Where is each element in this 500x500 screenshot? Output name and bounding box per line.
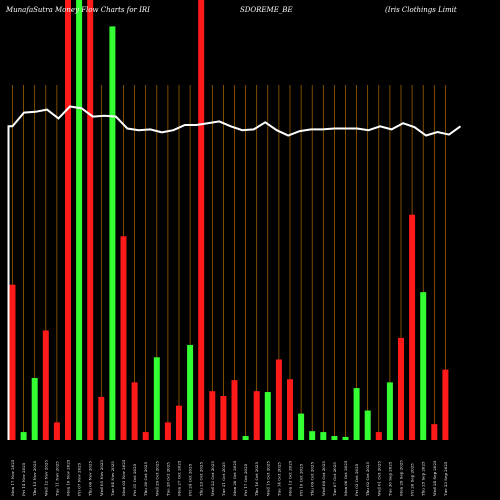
date-label: Tue 07 Oct 2025 xyxy=(332,462,337,496)
bar-down xyxy=(231,380,238,440)
bar-down xyxy=(142,432,149,440)
date-label: Fri 31 Oct 2025 xyxy=(132,463,137,496)
chart-title-left: MunafaSutra Money Flow Charts for IRI xyxy=(5,6,150,14)
bar-down xyxy=(9,284,16,440)
bar-down xyxy=(131,382,138,440)
bar-up xyxy=(109,26,116,441)
date-label: Thu 02 Oct 2025 xyxy=(365,462,370,496)
date-labels: Mon 17 Nov 2025 Fri 14 Nov 2025 Thu 13 Nov… xyxy=(10,459,448,496)
bar-up xyxy=(364,410,371,440)
date-label: Thu 23 Oct 2025 xyxy=(199,462,204,496)
bar-down xyxy=(220,396,227,440)
date-label: Tue 14 Oct 2025 xyxy=(276,462,281,496)
date-label: Wed 01 Oct 2025 xyxy=(376,461,381,496)
chart-title-center: SDOREME_BE xyxy=(240,6,293,14)
bar-up xyxy=(76,0,83,440)
date-label: Fri 24 Oct 2025 xyxy=(188,463,193,496)
date-label: Fri 10 Oct 2025 xyxy=(299,463,304,496)
date-label: Wed 24 Sep 2025 xyxy=(432,460,437,496)
bar-up xyxy=(320,432,327,440)
bar-down xyxy=(209,391,216,440)
date-label: Tue 23 Sep 2025 xyxy=(443,461,448,496)
bar-up xyxy=(20,432,27,440)
date-label: Wed 29 Oct 2025 xyxy=(154,461,159,496)
date-label: Tue 28 Oct 2025 xyxy=(165,462,170,496)
money-flow-line xyxy=(7,105,462,440)
date-label: Wed 08 Oct 2025 xyxy=(321,461,326,496)
bar-up xyxy=(331,436,338,440)
date-label: Fri 07 Nov 2025 xyxy=(77,462,82,496)
date-label: Thu 30 Oct 2025 xyxy=(143,462,148,496)
date-label: Thu 16 Oct 2025 xyxy=(254,462,259,496)
date-label: Fri 17 Oct 2025 xyxy=(243,463,248,496)
bar-down xyxy=(53,422,60,440)
date-label: Fri 03 Oct 2025 xyxy=(354,463,359,496)
bar-down xyxy=(409,214,416,440)
bar-up xyxy=(309,431,316,440)
bar-down xyxy=(42,330,49,440)
chart-title-right: (Iris Clothings Limit xyxy=(385,6,457,14)
bar-down xyxy=(375,432,382,440)
date-label: Wed 05 Nov 2025 xyxy=(99,460,104,496)
date-label: Mon 29 Sep 2025 xyxy=(399,460,404,496)
bar-up xyxy=(298,413,305,440)
date-label: Fri 26 Sep 2025 xyxy=(410,463,415,496)
date-label: Mon 10 Nov 2025 xyxy=(66,459,71,496)
bar-up xyxy=(342,436,349,440)
bar-up xyxy=(353,388,360,440)
bar-down xyxy=(442,369,449,440)
date-label: Mon 20 Oct 2025 xyxy=(232,460,237,496)
bar-up xyxy=(264,392,271,440)
date-label: Tue 11 Nov 2025 xyxy=(54,461,59,496)
date-label: Fri 14 Nov 2025 xyxy=(21,462,26,496)
bar-up xyxy=(187,344,194,440)
date-label: Thu 06 Nov 2025 xyxy=(88,460,93,496)
date-label: Thu 25 Sep 2025 xyxy=(421,461,426,496)
date-label: Tue 30 Sep 2025 xyxy=(387,461,392,496)
bar-down xyxy=(398,337,404,440)
bar-series xyxy=(9,0,449,441)
bar-down xyxy=(253,391,260,440)
bar-down xyxy=(431,424,438,440)
bar-down xyxy=(65,0,71,440)
bar-up xyxy=(420,292,427,440)
bar-up xyxy=(153,357,160,440)
date-label: Mon 03 Nov 2025 xyxy=(121,459,126,496)
bar-up xyxy=(31,377,38,440)
date-label: Wed 22 Oct 2025 xyxy=(210,461,215,496)
bar-down xyxy=(198,0,205,440)
date-label: Thu 13 Nov 2025 xyxy=(32,460,37,496)
bar-down xyxy=(98,396,105,440)
bar-down xyxy=(287,379,293,440)
date-label: Mon 17 Nov 2025 xyxy=(10,459,15,496)
bar-down xyxy=(87,0,94,440)
date-label: Mon 27 Oct 2025 xyxy=(177,460,182,496)
bar-down xyxy=(275,359,282,440)
date-label: Mon 13 Oct 2025 xyxy=(288,460,293,496)
bar-up xyxy=(242,436,249,440)
bar-down xyxy=(164,422,171,440)
date-label: Wed 12 Nov 2025 xyxy=(43,460,48,496)
bar-down xyxy=(120,236,127,440)
date-label: Tue 04 Nov 2025 xyxy=(110,461,115,496)
date-label: Wed 15 Oct 2025 xyxy=(265,461,270,496)
date-label: Tue 21 Oct 2025 xyxy=(221,462,226,496)
bar-down xyxy=(176,405,182,440)
bar-up xyxy=(386,382,393,440)
date-label: Thu 09 Oct 2025 xyxy=(310,462,315,496)
date-label: Mon 06 Oct 2025 xyxy=(343,460,348,496)
